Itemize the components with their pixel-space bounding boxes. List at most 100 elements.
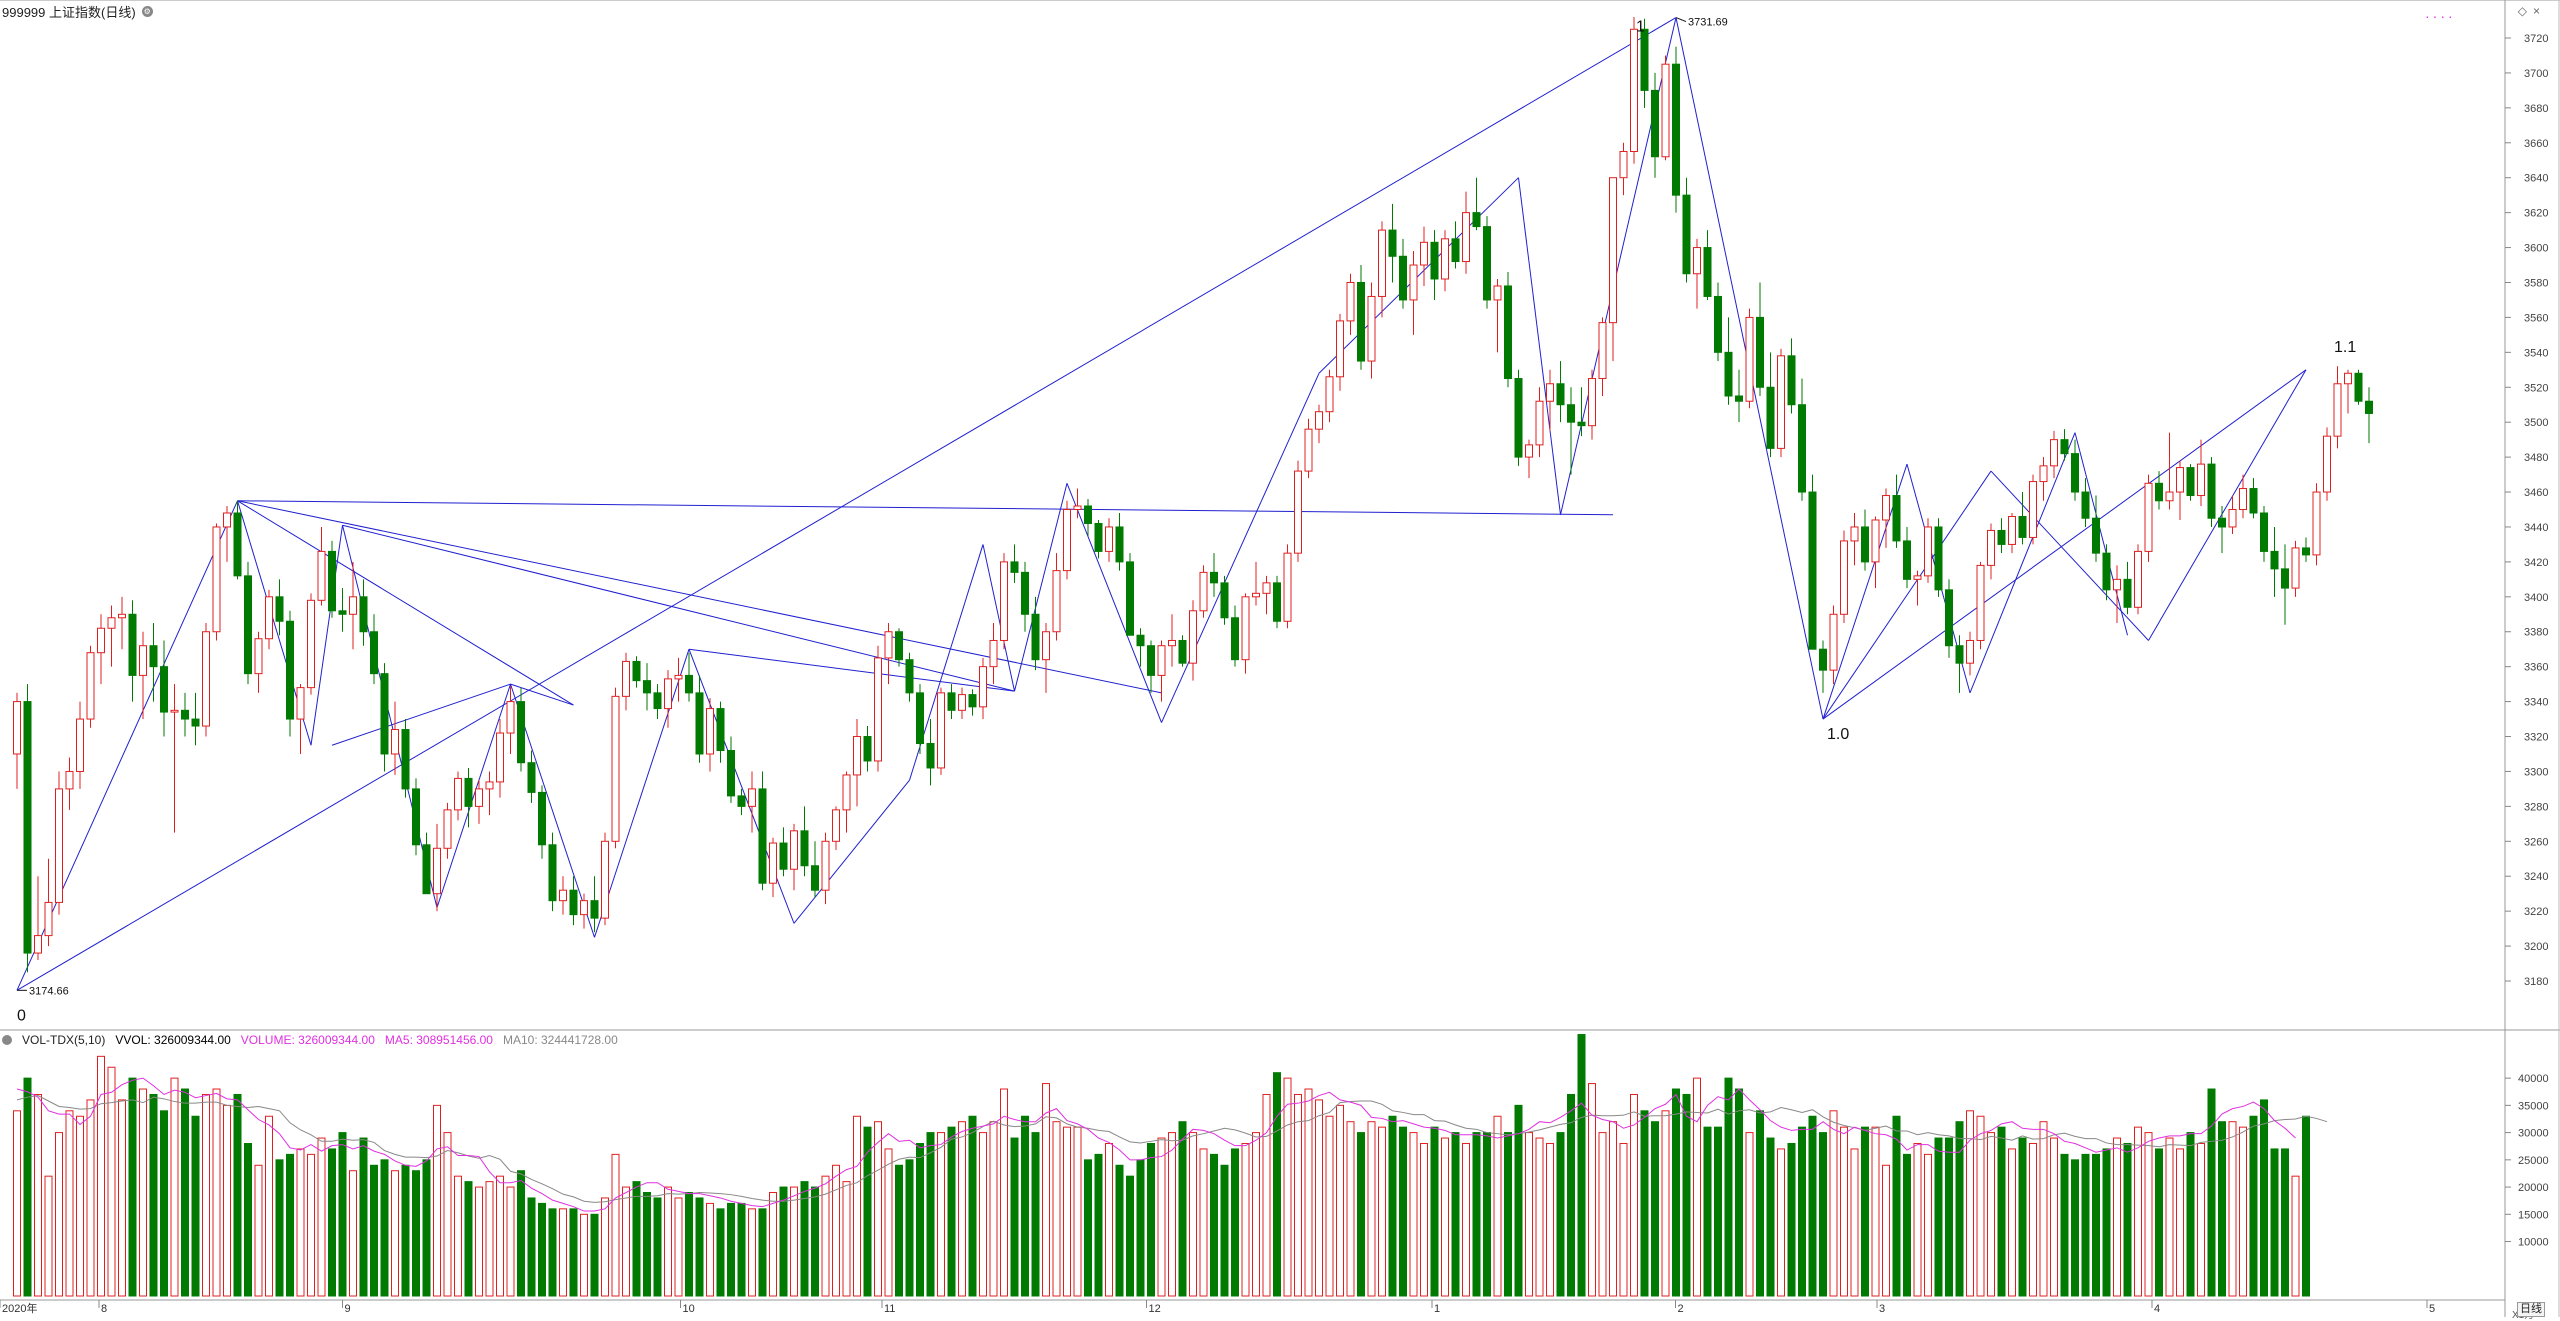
volume-bar <box>317 1137 326 1297</box>
volume-bar <box>202 1093 210 1297</box>
volume-bars <box>13 1034 2328 1297</box>
candle-body <box>139 645 147 676</box>
wave-line <box>237 500 1614 516</box>
volume-bar <box>1430 1126 1439 1297</box>
volume-bar <box>139 1088 147 1297</box>
volume-axis: 10000 15000 20000 25000 30000 35000 40000 <box>2505 1073 2549 1249</box>
volume-bar <box>590 1213 599 1297</box>
candle-body <box>2071 453 2079 493</box>
volume-bar <box>1693 1077 1701 1297</box>
volume-bar <box>118 1099 126 1297</box>
candle-body <box>2302 547 2310 556</box>
candle-body <box>2176 467 2184 493</box>
volume-bar <box>233 1093 242 1297</box>
volume-bar <box>1535 1137 1544 1297</box>
volume-bar <box>958 1121 966 1297</box>
price-tick-label: 3660 <box>2524 138 2548 150</box>
volume-bar <box>328 1148 336 1297</box>
settings-icon[interactable]: ⚙ <box>141 5 153 17</box>
low-value-label: 3174.66 <box>29 985 69 997</box>
candle-body <box>1651 89 1659 158</box>
volume-bar <box>1136 1159 1145 1297</box>
candle-body <box>2165 491 2174 502</box>
candle-body <box>2365 400 2373 414</box>
close-icon[interactable]: × <box>2532 4 2540 18</box>
volume-bar <box>1798 1126 1806 1297</box>
candle-body <box>538 791 546 846</box>
volume-bar <box>1147 1142 1155 1297</box>
volume-bar <box>1441 1137 1449 1297</box>
candle-body <box>296 687 305 720</box>
wave-line <box>331 683 511 746</box>
wave-line <box>688 648 1015 692</box>
candle-body <box>433 847 441 895</box>
volume-bar <box>2123 1142 2132 1297</box>
volume-bar <box>1420 1142 1428 1297</box>
price-tick-label: 3280 <box>2524 801 2548 813</box>
date-tick-label: 11 <box>884 1303 895 1315</box>
candle-body <box>2029 481 2037 538</box>
volume-bar <box>1252 1132 1260 1297</box>
volume-bar <box>1493 1115 1502 1297</box>
volume-indicator-name[interactable]: VOL-TDX(5,10) <box>22 1033 106 1047</box>
volume-bar <box>2144 1132 2153 1297</box>
volume-bar <box>1619 1142 1628 1297</box>
volume-bar <box>674 1197 683 1297</box>
wave-line <box>1822 369 2307 720</box>
volume-bar <box>275 1159 284 1297</box>
volume-bar <box>1934 1137 1943 1297</box>
volume-bar <box>2207 1088 2216 1297</box>
price-tick-label: 3520 <box>2524 382 2548 394</box>
ma10-value: MA10: 324441728.00 <box>502 1033 618 1047</box>
volume-bar <box>937 1132 945 1297</box>
volume-bar <box>1903 1153 1911 1297</box>
volume-bar <box>1504 1132 1512 1297</box>
candle-body <box>2354 372 2363 402</box>
candle-body <box>1409 264 1418 301</box>
period-button[interactable]: 日线 <box>2517 1302 2545 1317</box>
volume-bar <box>1021 1115 1029 1297</box>
candle-body <box>191 718 200 727</box>
volume-bar <box>223 1104 231 1297</box>
volume-bar <box>1304 1088 1313 1297</box>
price-axis: 3180 3200 3220 3240 3260 3280 3300 3320 3340 3360… <box>2505 33 2548 988</box>
candle-body <box>2207 463 2216 519</box>
candle-body <box>443 809 452 849</box>
candle-body <box>1934 526 1943 591</box>
candle-body <box>1640 28 1649 91</box>
candle-body <box>569 889 578 916</box>
volume-bar <box>44 1175 53 1297</box>
candle-body <box>989 639 998 668</box>
volume-bar <box>1861 1126 1869 1297</box>
price-tick-label: 3440 <box>2524 522 2548 534</box>
candle-body <box>1535 400 1544 446</box>
wave-line <box>594 649 690 938</box>
price-tick-label: 3480 <box>2524 452 2548 464</box>
volume-bar <box>454 1175 462 1297</box>
diamond-icon[interactable]: ◇ <box>2517 4 2527 18</box>
volume-bar <box>1283 1077 1292 1297</box>
toolbar-dots-icon[interactable]: ···· <box>2425 8 2456 24</box>
wave-label: 1.1 <box>2334 339 2356 356</box>
candle-body <box>1567 404 1575 423</box>
candle-body <box>706 708 714 755</box>
wave-line <box>342 525 438 908</box>
candle-body <box>1661 63 1670 158</box>
volume-bar <box>1777 1148 1785 1297</box>
candle-body <box>2050 439 2058 467</box>
volume-tick-label: 15000 <box>2518 1209 2549 1221</box>
candle-body <box>170 709 179 713</box>
volume-bar <box>2197 1142 2205 1297</box>
date-tick-label: 10 <box>683 1303 695 1315</box>
volume-bar <box>769 1192 777 1297</box>
volume-bar <box>2113 1137 2121 1297</box>
candle-body <box>1861 526 1869 563</box>
indicator-settings-icon[interactable] <box>2 1035 12 1045</box>
candle-body <box>2018 515 2027 538</box>
candle-body <box>65 770 74 790</box>
candle-body <box>349 596 357 615</box>
volume-bar <box>1105 1142 1113 1297</box>
volume-bar <box>968 1115 977 1297</box>
volume-bar <box>1924 1153 1932 1297</box>
volume-value: VOLUME: 326009344.00 <box>240 1033 375 1047</box>
